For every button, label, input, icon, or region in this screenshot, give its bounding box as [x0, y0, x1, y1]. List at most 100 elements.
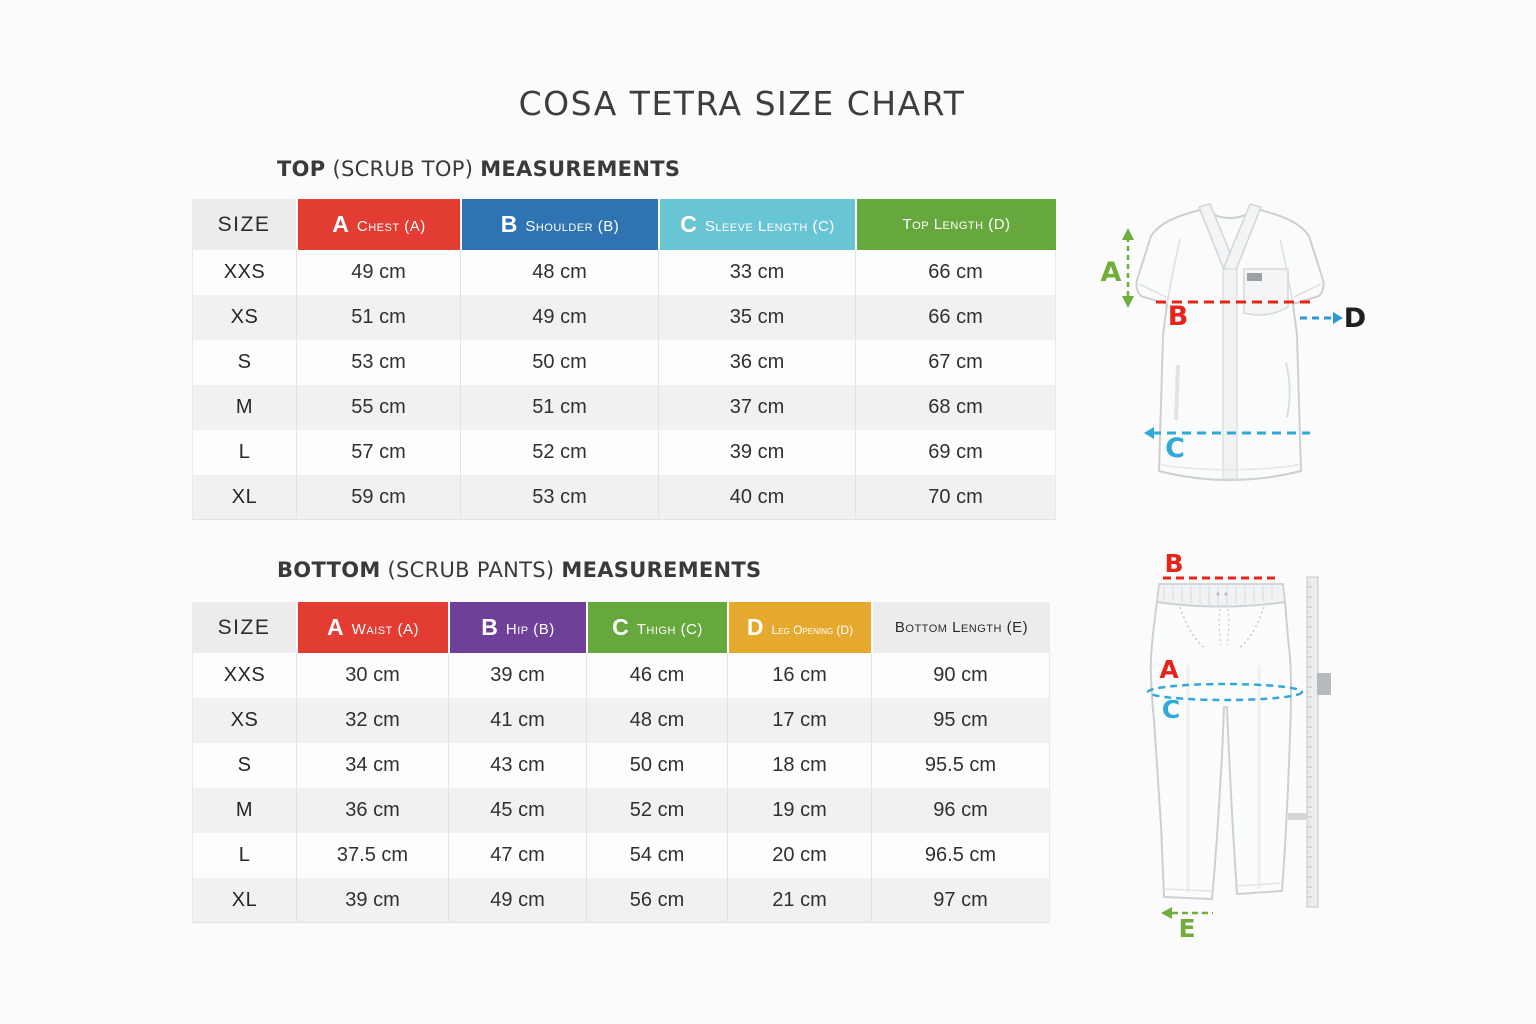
value-cell: 95.5 cm	[871, 743, 1050, 788]
top-section-title: TOP (SCRUB TOP) MEASUREMENTS	[277, 157, 680, 181]
size-cell: M	[192, 385, 296, 430]
col-header-top-length: Top Length (D)	[855, 199, 1056, 250]
value-cell: 33 cm	[658, 250, 855, 295]
value-cell: 30 cm	[296, 653, 448, 698]
bottom-measurements-table: SIZE A Waist (A) B Hip (B) C Thigh (C) D Leg…	[192, 602, 1050, 923]
value-cell: 53 cm	[460, 475, 658, 520]
size-cell: XXS	[192, 250, 296, 295]
size-cell: M	[192, 788, 296, 833]
value-cell: 39 cm	[658, 430, 855, 475]
size-cell: L	[192, 833, 296, 878]
value-cell: 52 cm	[460, 430, 658, 475]
value-cell: 20 cm	[727, 833, 871, 878]
size-cell: L	[192, 430, 296, 475]
table-row: S 34 cm 43 cm 50 cm 18 cm 95.5 cm	[192, 743, 1050, 788]
value-cell: 19 cm	[727, 788, 871, 833]
size-cell: XXS	[192, 653, 296, 698]
label-a: A	[1159, 655, 1179, 684]
value-cell: 18 cm	[727, 743, 871, 788]
arrowhead-a-down	[1122, 296, 1134, 308]
arrowhead-a-up	[1122, 228, 1134, 240]
value-cell: 48 cm	[586, 698, 727, 743]
col-header-waist: A Waist (A)	[296, 602, 448, 653]
value-cell: 43 cm	[448, 743, 586, 788]
table-row: M 55 cm 51 cm 37 cm 68 cm	[192, 385, 1056, 430]
value-cell: 40 cm	[658, 475, 855, 520]
bottom-measurement-annotations: B A C E	[1146, 549, 1304, 943]
value-cell: 21 cm	[727, 878, 871, 923]
col-header-bottom-length: Bottom Length (E)	[871, 602, 1050, 653]
scrub-pants-illustration: B A C E	[1130, 545, 1390, 945]
value-cell: 59 cm	[296, 475, 460, 520]
top-section-title-paren: (SCRUB TOP)	[332, 157, 474, 181]
table-row: XL 59 cm 53 cm 40 cm 70 cm	[192, 475, 1056, 520]
value-cell: 36 cm	[296, 788, 448, 833]
table-row: XS 32 cm 41 cm 48 cm 17 cm 95 cm	[192, 698, 1050, 743]
value-cell: 55 cm	[296, 385, 460, 430]
label-b: B	[1168, 301, 1189, 332]
value-cell: 56 cm	[586, 878, 727, 923]
value-cell: 70 cm	[855, 475, 1056, 520]
value-cell: 96.5 cm	[871, 833, 1050, 878]
col-header-thigh: C Thigh (C)	[586, 602, 727, 653]
arrowhead-c-left	[1144, 427, 1154, 439]
top-section-title-word: TOP	[277, 157, 326, 181]
col-header-sleeve-length: C Sleeve Length (C)	[658, 199, 855, 250]
value-cell: 37 cm	[658, 385, 855, 430]
table-row: XS 51 cm 49 cm 35 cm 66 cm	[192, 295, 1056, 340]
label-a: A	[1101, 257, 1122, 288]
value-cell: 54 cm	[586, 833, 727, 878]
table-row: XXS 49 cm 48 cm 33 cm 66 cm	[192, 250, 1056, 295]
label-d: D	[1344, 303, 1366, 334]
value-cell: 49 cm	[296, 250, 460, 295]
col-header-size: SIZE	[192, 602, 296, 653]
value-cell: 41 cm	[448, 698, 586, 743]
value-cell: 66 cm	[855, 250, 1056, 295]
size-cell: XL	[192, 878, 296, 923]
value-cell: 17 cm	[727, 698, 871, 743]
arrowhead-e-left	[1161, 907, 1172, 919]
table-row: L 37.5 cm 47 cm 54 cm 20 cm 96.5 cm	[192, 833, 1050, 878]
value-cell: 97 cm	[871, 878, 1050, 923]
value-cell: 57 cm	[296, 430, 460, 475]
table-row: L 57 cm 52 cm 39 cm 69 cm	[192, 430, 1056, 475]
value-cell: 45 cm	[448, 788, 586, 833]
value-cell: 32 cm	[296, 698, 448, 743]
measurement-ellipse-c	[1146, 682, 1304, 702]
label-c: C	[1165, 433, 1185, 464]
value-cell: 90 cm	[871, 653, 1050, 698]
col-header-chest: A Chest (A)	[296, 199, 460, 250]
arrowhead-d-right	[1333, 312, 1343, 324]
value-cell: 46 cm	[586, 653, 727, 698]
value-cell: 39 cm	[448, 653, 586, 698]
pocket-tag	[1247, 273, 1262, 281]
value-cell: 36 cm	[658, 340, 855, 385]
value-cell: 51 cm	[296, 295, 460, 340]
col-header-shoulder: B Shoulder (B)	[460, 199, 658, 250]
col-header-hip: B Hip (B)	[448, 602, 586, 653]
bottom-section-title-paren: (SCRUB PANTS)	[387, 558, 555, 582]
value-cell: 50 cm	[460, 340, 658, 385]
bottom-table-header-row: SIZE A Waist (A) B Hip (B) C Thigh (C) D Leg…	[192, 602, 1050, 653]
measuring-tape	[1288, 576, 1331, 908]
value-cell: 39 cm	[296, 878, 448, 923]
value-cell: 47 cm	[448, 833, 586, 878]
value-cell: 49 cm	[448, 878, 586, 923]
value-cell: 69 cm	[855, 430, 1056, 475]
size-cell: XS	[192, 295, 296, 340]
value-cell: 37.5 cm	[296, 833, 448, 878]
table-row: S 53 cm 50 cm 36 cm 67 cm	[192, 340, 1056, 385]
col-header-size: SIZE	[192, 199, 296, 250]
value-cell: 66 cm	[855, 295, 1056, 340]
value-cell: 34 cm	[296, 743, 448, 788]
scrub-top-illustration: A B D C	[1090, 185, 1390, 505]
top-measurements-table: SIZE A Chest (A) B Shoulder (B) C Sleeve Le…	[192, 199, 1056, 520]
value-cell: 96 cm	[871, 788, 1050, 833]
value-cell: 35 cm	[658, 295, 855, 340]
table-row: XL 39 cm 49 cm 56 cm 21 cm 97 cm	[192, 878, 1050, 923]
value-cell: 68 cm	[855, 385, 1056, 430]
bottom-section-title: BOTTOM (SCRUB PANTS) MEASUREMENTS	[277, 558, 761, 582]
size-cell: S	[192, 743, 296, 788]
bottom-section-title-word: BOTTOM	[277, 558, 381, 582]
value-cell: 95 cm	[871, 698, 1050, 743]
